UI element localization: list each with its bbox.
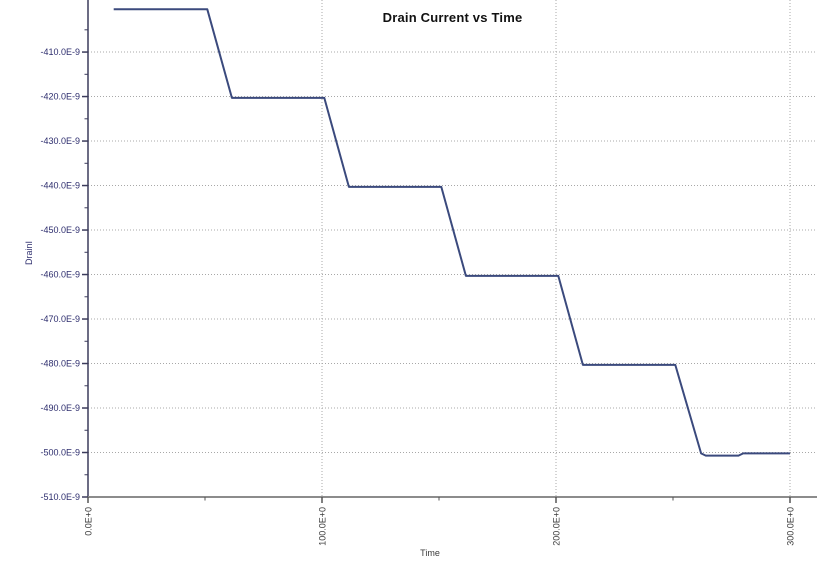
svg-text:-450.0E-9: -450.0E-9 [40,225,80,235]
svg-text:-420.0E-9: -420.0E-9 [40,92,80,102]
svg-text:-490.0E-9: -490.0E-9 [40,403,80,413]
chart-title: Drain Current vs Time [382,10,523,25]
svg-text:-480.0E-9: -480.0E-9 [40,359,80,369]
svg-text:200.0E+0: 200.0E+0 [552,507,562,546]
svg-text:-470.0E-9: -470.0E-9 [40,314,80,324]
svg-text:0.0E+0: 0.0E+0 [84,507,94,536]
x-ticks [87,497,791,503]
series-line-DrainI [113,8,790,457]
x-axis-title: Time [420,548,440,558]
svg-text:300.0E+0: 300.0E+0 [786,507,796,546]
svg-text:-410.0E-9: -410.0E-9 [40,47,80,57]
svg-text:-440.0E-9: -440.0E-9 [40,181,80,191]
svg-text:-430.0E-9: -430.0E-9 [40,136,80,146]
v-gridlines [321,0,791,497]
svg-text:-510.0E-9: -510.0E-9 [40,492,80,502]
y-tick-labels: -410.0E-9 -420.0E-9 -430.0E-9 -440.0E-9 -450… [40,47,80,502]
x-tick-labels: 0.0E+0 100.0E+0 200.0E+0 300.0E+0 [84,507,796,546]
y-axis-title: DrainI [24,241,34,266]
h-gridlines [88,51,817,454]
svg-text:-500.0E-9: -500.0E-9 [40,448,80,458]
svg-text:100.0E+0: 100.0E+0 [318,507,328,546]
y-ticks [82,29,88,498]
svg-text:-460.0E-9: -460.0E-9 [40,270,80,280]
